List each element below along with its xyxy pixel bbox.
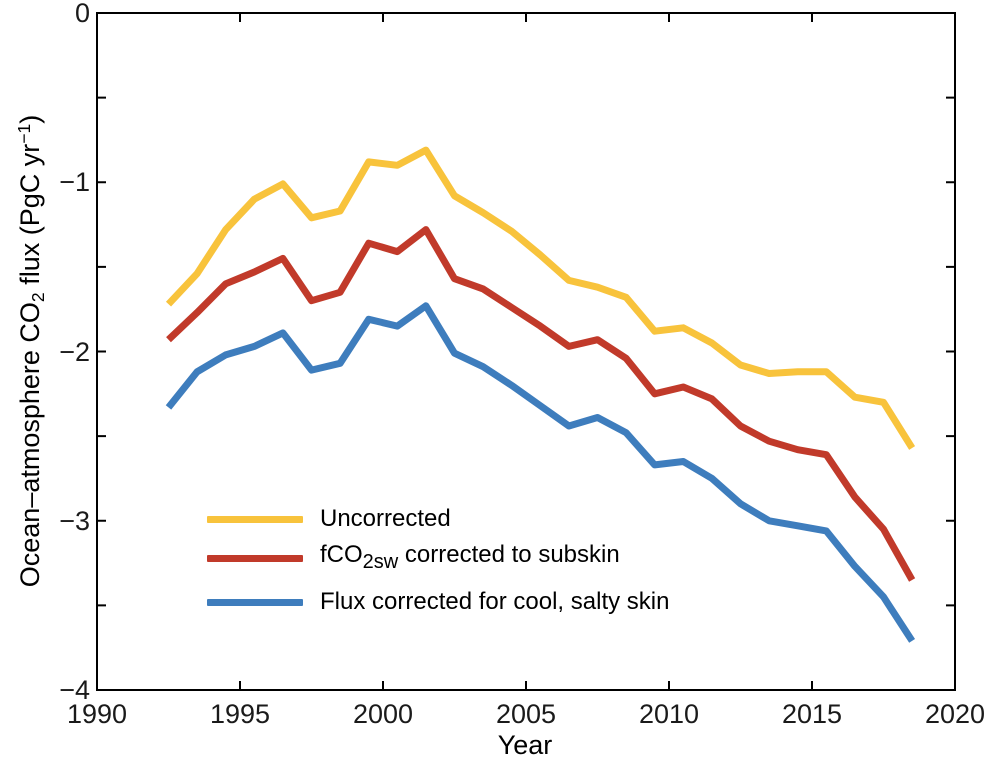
legend-label-skin: Flux corrected for cool, salty skin: [320, 588, 670, 615]
legend-label-subskin-pre: fCO: [320, 540, 363, 568]
x-tick-label: 2010: [638, 699, 700, 729]
x-tick-label: 1995: [209, 699, 271, 729]
y-tick-label: −2: [59, 336, 90, 367]
x-axis-label: Year: [497, 730, 553, 760]
legend-swatch-skin: [207, 598, 303, 606]
legend-label-uncorrected: Uncorrected: [320, 505, 451, 532]
legend-item-subskin: fCO2sw corrected to subskin: [207, 541, 620, 575]
y-axis-label-text: Ocean–atmosphere CO: [14, 302, 45, 588]
y-axis-label: Ocean–atmosphere CO2 flux (PgC yr−1): [4, 41, 48, 661]
x-tick-label: 2005: [495, 699, 557, 729]
legend-item-skin: Flux corrected for cool, salty skin: [207, 585, 669, 619]
y-tick-label: −1: [59, 167, 90, 198]
x-tick-label: 1990: [66, 699, 128, 729]
y-tick-label: −4: [59, 675, 90, 705]
y-axis-label-text: flux (PgC yr: [14, 143, 45, 293]
legend-swatch-uncorrected: [207, 515, 303, 523]
series-line-fco2sw-corrected-to-subskin: [166, 226, 916, 582]
series-line-uncorrected: [165, 146, 916, 450]
x-tick-label: 2000: [352, 699, 414, 729]
legend-item-uncorrected: Uncorrected: [207, 502, 451, 536]
y-tick-label: −3: [59, 505, 90, 536]
y-axis-label-subscript: 2: [28, 292, 49, 303]
y-axis-label-text: ): [14, 114, 45, 124]
series-line-flux-corrected-for-cool-salty-skin: [165, 302, 916, 643]
legend-label-subskin: fCO2sw corrected to subskin: [320, 541, 620, 576]
x-tick-label: 2020: [924, 699, 986, 729]
y-tick-label: 0: [74, 0, 90, 28]
legend-label-subskin-sub: 2sw: [362, 550, 399, 573]
legend-label-subskin-post: corrected to subskin: [398, 540, 620, 568]
x-tick-label: 2015: [781, 699, 843, 729]
y-axis-label-superscript: −1: [14, 123, 34, 144]
legend-swatch-subskin: [207, 554, 303, 562]
